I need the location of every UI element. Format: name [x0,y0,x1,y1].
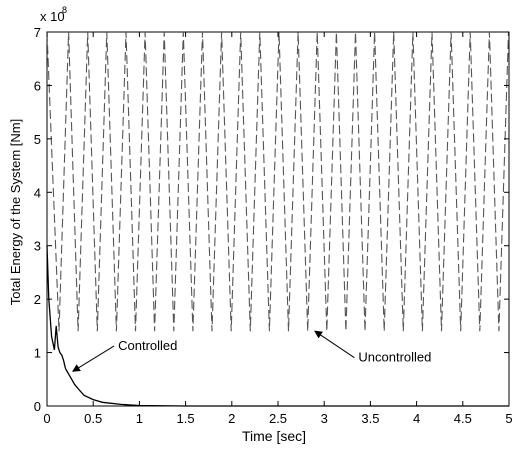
plot-frame [46,31,510,407]
x-tick-label: 1 [136,411,143,426]
x-tick-label: 3.5 [361,411,379,426]
x-tick-label: 0 [43,411,50,426]
y-tick-label: 1 [34,346,41,361]
y-tick-label: 3 [34,239,41,254]
y-tick-label: 2 [34,292,41,307]
y-axis-label: Total Energy of the System [Nm] [8,119,23,305]
y-tick-label: 7 [34,25,41,40]
x-axis-label: Time [sec] [242,428,306,444]
x-tick-label: 4.5 [454,411,472,426]
y-exponent-power: 8 [62,5,67,15]
annotation-arrow-uncontrolled [314,330,355,359]
y-tick-label: 0 [34,399,41,414]
x-tick-label: 5 [505,411,512,426]
series-layer [46,31,510,407]
annotation-controlled: Controlled [118,338,177,353]
series-uncontrolled-line [46,31,510,332]
y-tick-label: 5 [34,132,41,147]
annotation-arrow-controlled [72,345,115,372]
x-tick-label: 4 [413,411,420,426]
plot-area [46,31,510,407]
y-tick-label: 4 [34,185,41,200]
x-tick-label: 1.5 [177,411,195,426]
y-exponent-label: x 10 [40,9,65,24]
x-tick-label: 0.5 [84,411,102,426]
axes-layer: 0 0.5 1 1.5 2 2.5 3 3.5 4 4.5 5 0 1 2 3 4 5 6 7 [34,25,513,426]
x-tick-label: 3 [321,411,328,426]
series-controlled-line [46,245,509,407]
y-tick-label: 6 [34,78,41,93]
annotation-uncontrolled: Uncontrolled [358,350,431,365]
x-tick-label: 2.5 [269,411,287,426]
annotation-layer: Controlled Uncontrolled [72,330,431,372]
x-tick-label: 2 [228,411,235,426]
